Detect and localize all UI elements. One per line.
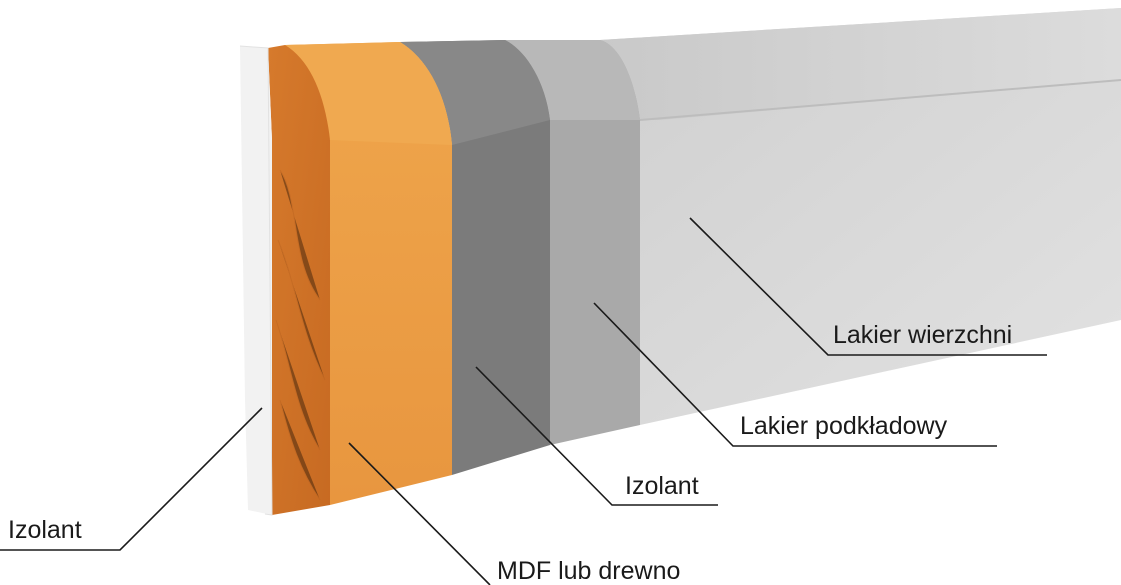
label-lakier-wierzchni: Lakier wierzchni [833, 321, 1012, 349]
leader-izolant-inner [475, 366, 718, 506]
label-izolant-outer: Izolant [8, 516, 82, 544]
label-izolant-inner: Izolant [625, 472, 699, 500]
leader-izolant-outer [0, 407, 263, 551]
leader-mdf [348, 442, 491, 585]
layer-top-coat [600, 8, 1121, 425]
layer-izolant-inner [400, 40, 550, 475]
label-mdf-lub-drewno: MDF lub drewno [497, 557, 680, 585]
leader-lakier-podkladowy [593, 302, 997, 447]
leader-lakier-wierzchni [689, 217, 1047, 356]
layer-izolant-outer [239, 45, 273, 516]
layer-mdf-wood [268, 42, 452, 515]
layer-primer [505, 40, 640, 445]
label-lakier-podkladowy: Lakier podkładowy [740, 412, 948, 440]
